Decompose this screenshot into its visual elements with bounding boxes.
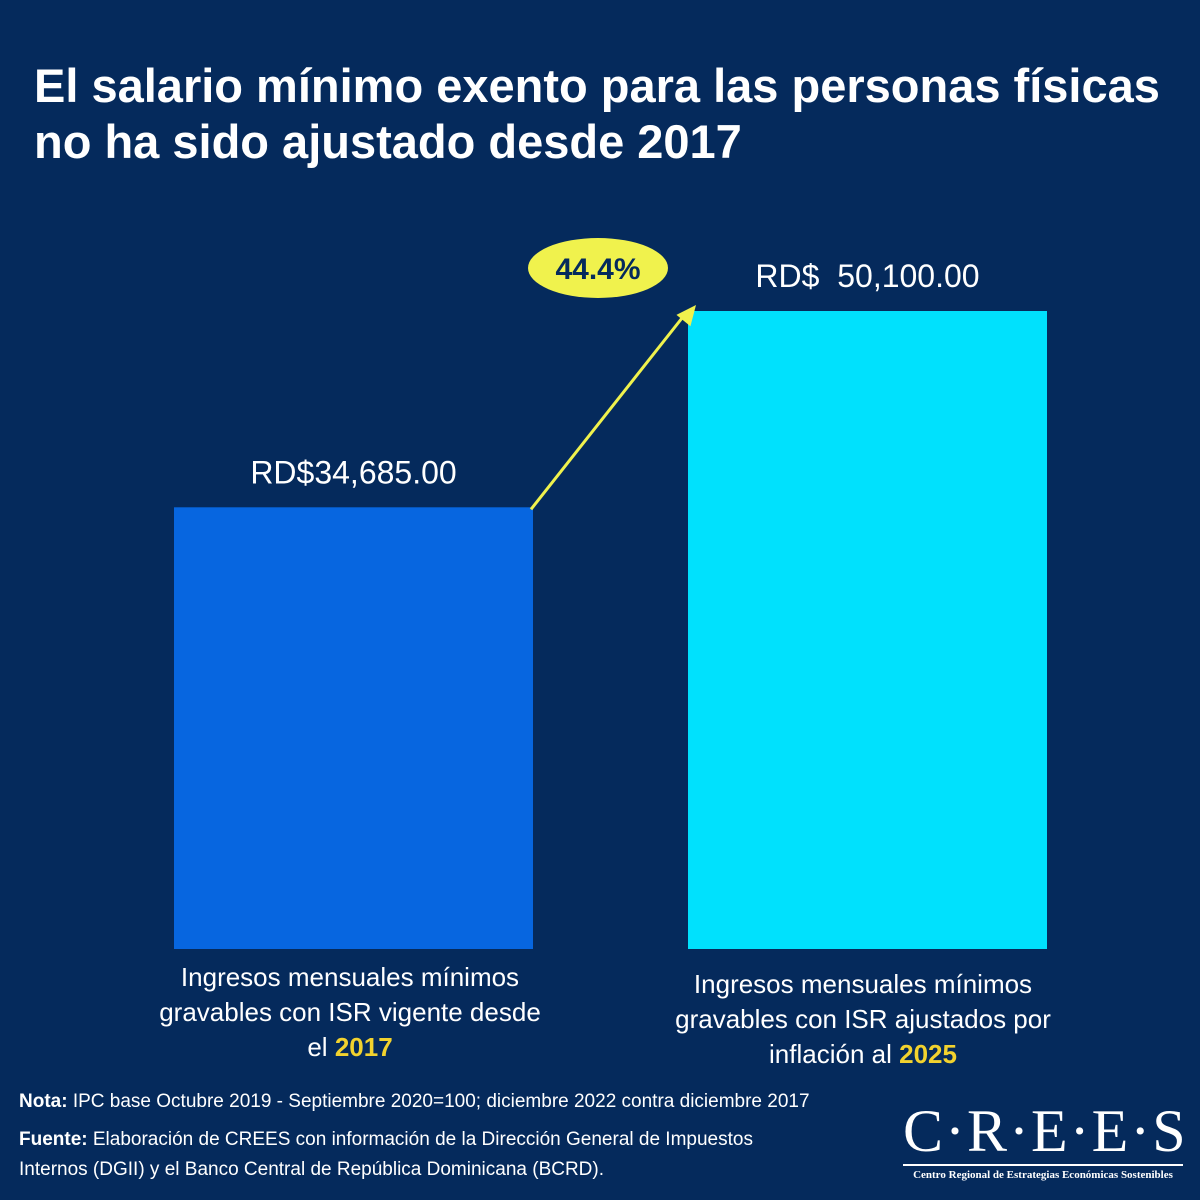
category-label-year: 2025 [899, 1039, 957, 1069]
source-text: Elaboración de CREES con información de … [19, 1129, 753, 1180]
category-label-text: Ingresos mensuales mínimos gravables con… [675, 969, 1051, 1069]
source-label: Fuente: [19, 1129, 88, 1150]
logo-subtitle: Centro Regional de Estrategias Económica… [913, 1169, 1173, 1181]
growth-badge-label: 44.4% [555, 253, 640, 286]
logo-rule [903, 1164, 1183, 1166]
chart-title: El salario mínimo exento para las person… [34, 59, 1160, 168]
category-label-2025: Ingresos mensuales mínimos gravables con… [658, 967, 1068, 1072]
note: Nota: IPC base Octubre 2019 - Septiembre… [19, 1087, 899, 1117]
note-text: IPC base Octubre 2019 - Septiembre 2020=… [67, 1091, 810, 1112]
growth-badge [528, 238, 668, 298]
bar-2017 [174, 507, 533, 949]
crees-logo: C·R·E·E·S Centro Regional de Estrategias… [903, 1098, 1188, 1182]
value-label-2017: RD$34,685.00 [250, 454, 456, 490]
bar-2025 [688, 311, 1047, 949]
growth-arrow-line [529, 312, 688, 511]
category-label-2017: Ingresos mensuales mínimos gravables con… [150, 960, 550, 1065]
note-label: Nota: [19, 1091, 68, 1112]
logo-wordmark: C·R·E·E·S [903, 1098, 1188, 1164]
category-label-year: 2017 [334, 1032, 393, 1062]
growth-arrow-head [676, 305, 696, 327]
category-label-text: Ingresos mensuales mínimos gravables con… [159, 962, 541, 1062]
source: Fuente: Elaboración de CREES con informa… [19, 1125, 809, 1185]
value-label-2025: RD$ 50,100.00 [755, 258, 979, 294]
